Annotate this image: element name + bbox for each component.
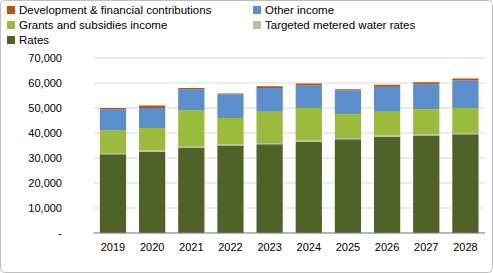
bar-segment	[257, 143, 283, 144]
bar-segment	[413, 82, 439, 84]
x-axis	[93, 233, 485, 234]
bar-segment	[100, 108, 126, 109]
bar-segment	[374, 137, 400, 233]
x-tick-label: 2023	[257, 241, 281, 253]
bar-segment	[178, 111, 204, 147]
bar-segment	[335, 91, 361, 115]
x-tick-label: 2022	[218, 241, 242, 253]
bar-segment	[139, 108, 165, 128]
bar-segment	[217, 146, 243, 234]
bar-segment	[452, 108, 478, 133]
bar-segment	[257, 86, 283, 88]
bar-segment	[335, 139, 361, 233]
bar-segment	[217, 93, 243, 95]
bar-segment	[413, 109, 439, 134]
bar-segment	[296, 84, 322, 86]
bar-segment	[413, 134, 439, 135]
legend-label: Rates	[19, 34, 49, 46]
legend-label: Development & financial contributions	[19, 4, 212, 16]
legend-swatch	[7, 36, 15, 44]
y-tick-label: -	[58, 227, 62, 239]
y-tick-label: 30,000	[28, 152, 62, 164]
y-tick-label: 60,000	[28, 77, 62, 89]
legend-label: Grants and subsidies income	[19, 19, 167, 31]
bar-segment	[413, 84, 439, 109]
legend-swatch	[7, 21, 15, 29]
grid-line	[93, 233, 485, 234]
bar-segment	[335, 89, 361, 90]
bar-segment	[100, 109, 126, 130]
bar-segment	[217, 144, 243, 145]
x-tick-label: 2020	[140, 241, 164, 253]
x-tick-label: 2024	[297, 241, 321, 253]
x-tick-label: 2026	[375, 241, 399, 253]
bar-segment	[452, 81, 478, 109]
bar-segment	[139, 106, 165, 109]
y-tick-label: 40,000	[28, 127, 62, 139]
legend-swatch	[253, 6, 261, 14]
bars	[100, 79, 479, 234]
bar-segment	[139, 152, 165, 233]
bar-segment	[335, 114, 361, 138]
bar-segment	[257, 144, 283, 233]
legend-swatch	[253, 21, 261, 29]
bar-segment	[100, 153, 126, 154]
legend-label: Other income	[265, 4, 334, 16]
x-tick-label: 2027	[414, 241, 438, 253]
bar-segment	[296, 141, 322, 142]
bar-segment	[139, 128, 165, 151]
bar-segment	[257, 112, 283, 143]
grid-line	[93, 58, 485, 59]
x-tick-label: 2025	[336, 241, 360, 253]
bar-segment	[217, 94, 243, 118]
bar-segment	[374, 85, 400, 87]
y-tick-label: 10,000	[28, 202, 62, 214]
bar-segment	[374, 136, 400, 137]
bar-segment	[139, 151, 165, 152]
chart: - 10,000 20,000 30,000 40,000 50,000 60,000 70,…	[0, 0, 493, 273]
chart-border	[1, 1, 493, 273]
legend-label: Targeted metered water rates	[265, 19, 415, 31]
bar-segment	[178, 89, 204, 110]
x-tick-label: 2028	[453, 241, 477, 253]
bar-segment	[452, 133, 478, 134]
bar-segment	[100, 154, 126, 233]
bar-segment	[296, 86, 322, 109]
bar-segment	[374, 112, 400, 136]
bar-segment	[178, 147, 204, 148]
legend-swatch	[7, 6, 15, 14]
bar-segment	[374, 87, 400, 112]
x-tick-label: 2019	[101, 241, 125, 253]
bar-segment	[178, 88, 204, 89]
y-tick-label: 20,000	[28, 177, 62, 189]
bar-segment	[178, 148, 204, 233]
bar-segment	[296, 108, 322, 141]
bar-segment	[452, 79, 478, 81]
bar-segment	[335, 138, 361, 139]
y-tick-label: 50,000	[28, 102, 62, 114]
bar-segment	[413, 136, 439, 234]
bar-segment	[100, 131, 126, 154]
y-tick-label: 70,000	[28, 52, 62, 64]
x-tick-label: 2021	[179, 241, 203, 253]
bar-segment	[217, 118, 243, 144]
bar-segment	[257, 88, 283, 112]
grid-line	[93, 83, 485, 84]
bar-segment	[296, 142, 322, 233]
bar-segment	[452, 134, 478, 233]
